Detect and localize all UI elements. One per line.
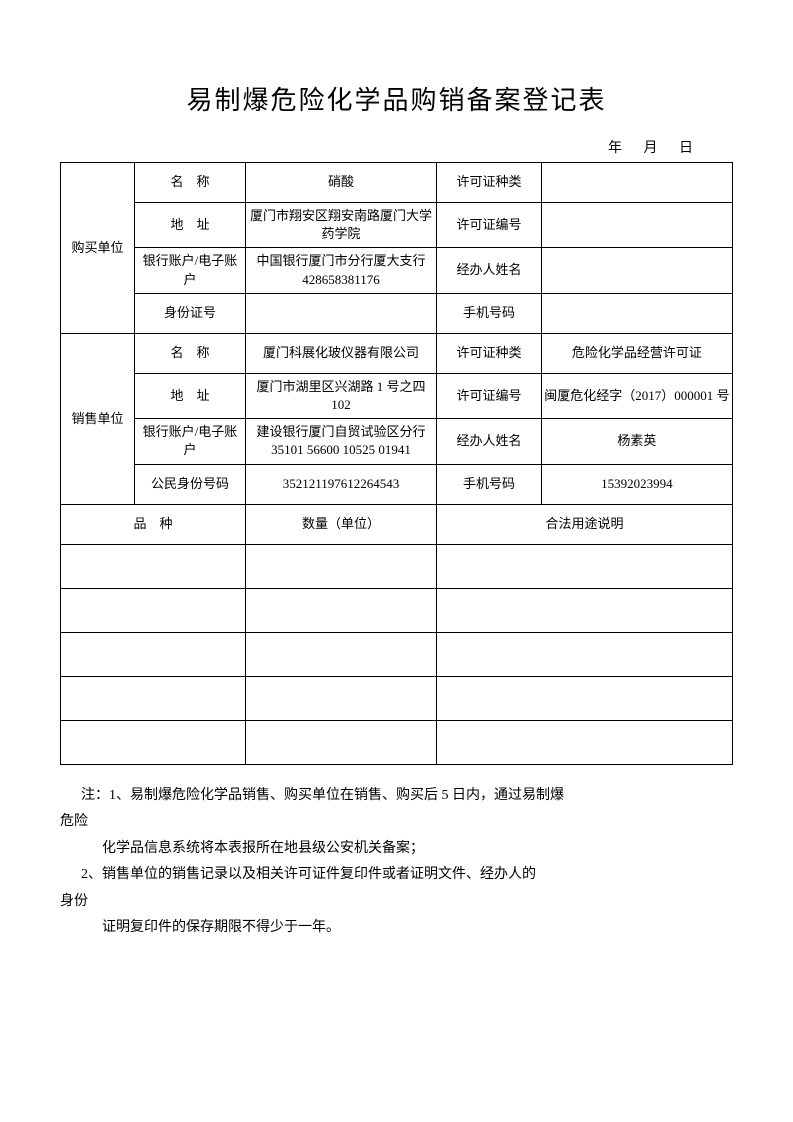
items-row-5-col3 — [437, 720, 733, 764]
seller-permit-no-value: 闽厦危化经字（2017）000001 号 — [541, 373, 732, 418]
notes-line4: 证明复印件的保存期限不得少于一年。 — [60, 915, 733, 942]
buyer-bank-label: 银行账户/电子账户 — [134, 248, 245, 293]
seller-permit-type-value: 危险化学品经营许可证 — [541, 333, 732, 373]
items-row-3-col2 — [245, 632, 436, 676]
items-col3-header: 合法用途说明 — [437, 504, 733, 544]
items-row-5-col2 — [245, 720, 436, 764]
items-row-4-col3 — [437, 676, 733, 720]
buyer-section-label: 购买单位 — [61, 163, 135, 334]
seller-permit-type-label: 许可证种类 — [437, 333, 542, 373]
items-row-3-col1 — [61, 632, 246, 676]
items-row-4-col1 — [61, 676, 246, 720]
buyer-name-label: 名 称 — [134, 163, 245, 203]
notes-line3: 2、销售单位的销售记录以及相关许可证件复印件或者证明文件、经办人的 — [60, 862, 733, 889]
items-row-2-col1 — [61, 588, 246, 632]
buyer-phone-value — [541, 293, 732, 333]
buyer-id-value — [245, 293, 436, 333]
seller-address-value: 厦门市湖里区兴湖路 1 号之四 102 — [245, 373, 436, 418]
notes-line1b: 危险 — [60, 809, 733, 836]
seller-phone-value: 15392023994 — [541, 464, 732, 504]
items-row-3-col3 — [437, 632, 733, 676]
items-col1-header: 品 种 — [61, 504, 246, 544]
seller-name-value: 厦门科展化玻仪器有限公司 — [245, 333, 436, 373]
seller-id-value: 352121197612264543 — [245, 464, 436, 504]
buyer-address-value: 厦门市翔安区翔安南路厦门大学药学院 — [245, 203, 436, 248]
seller-agent-label: 经办人姓名 — [437, 419, 542, 464]
year-label: 年 — [608, 137, 622, 157]
buyer-permit-no-label: 许可证编号 — [437, 203, 542, 248]
buyer-phone-label: 手机号码 — [437, 293, 542, 333]
items-row-2-col3 — [437, 588, 733, 632]
seller-section-label: 销售单位 — [61, 333, 135, 504]
page-title: 易制爆危险化学品购销备案登记表 — [60, 80, 733, 117]
buyer-agent-label: 经办人姓名 — [437, 248, 542, 293]
buyer-agent-value — [541, 248, 732, 293]
month-label: 月 — [644, 137, 658, 157]
items-row-4-col2 — [245, 676, 436, 720]
items-col2-header: 数量（单位） — [245, 504, 436, 544]
buyer-id-label: 身份证号 — [134, 293, 245, 333]
seller-bank-label: 银行账户/电子账户 — [134, 419, 245, 464]
seller-permit-no-label: 许可证编号 — [437, 373, 542, 418]
buyer-permit-type-label: 许可证种类 — [437, 163, 542, 203]
buyer-name-value: 硝酸 — [245, 163, 436, 203]
seller-agent-value: 杨素英 — [541, 419, 732, 464]
buyer-permit-type-value — [541, 163, 732, 203]
seller-phone-label: 手机号码 — [437, 464, 542, 504]
items-row-1-col1 — [61, 544, 246, 588]
items-row-5-col1 — [61, 720, 246, 764]
buyer-address-label: 地 址 — [134, 203, 245, 248]
seller-address-label: 地 址 — [134, 373, 245, 418]
notes-section: 注：1、易制爆危险化学品销售、购买单位在销售、购买后 5 日内，通过易制爆 危险… — [60, 783, 733, 943]
buyer-permit-no-value — [541, 203, 732, 248]
date-line: 年 月 日 — [60, 137, 733, 157]
seller-bank-value: 建设银行厦门自贸试验区分行 35101 56600 10525 01941 — [245, 419, 436, 464]
seller-name-label: 名 称 — [134, 333, 245, 373]
buyer-bank-value: 中国银行厦门市分行厦大支行 428658381176 — [245, 248, 436, 293]
notes-line2: 化学品信息系统将本表报所在地县级公安机关备案； — [60, 836, 733, 863]
items-row-1-col2 — [245, 544, 436, 588]
registration-table: 购买单位 名 称 硝酸 许可证种类 地 址 厦门市翔安区翔安南路厦门大学药学院 … — [60, 162, 733, 765]
items-row-2-col2 — [245, 588, 436, 632]
notes-line3b: 身份 — [60, 889, 733, 916]
items-row-1-col3 — [437, 544, 733, 588]
notes-line1: 注：1、易制爆危险化学品销售、购买单位在销售、购买后 5 日内，通过易制爆 — [60, 783, 733, 810]
seller-id-label: 公民身份号码 — [134, 464, 245, 504]
day-label: 日 — [679, 137, 693, 157]
